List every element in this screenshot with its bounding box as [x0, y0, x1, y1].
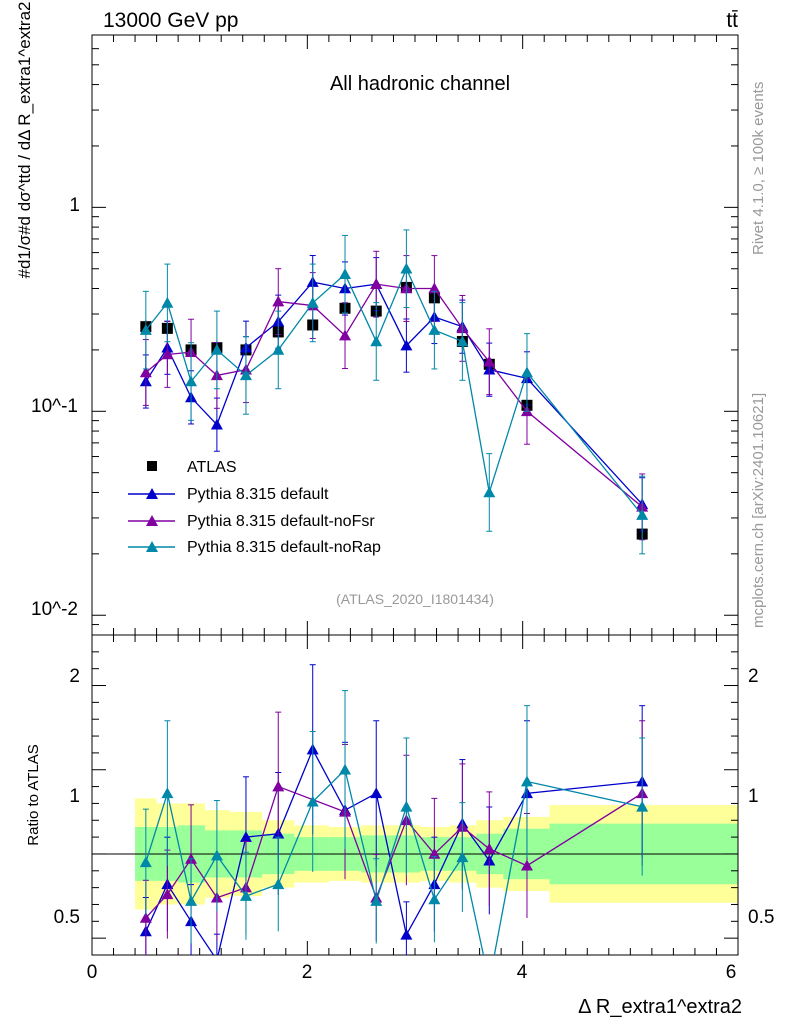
- pythia-8-315-default-norap-point: [239, 369, 252, 381]
- pythia-8-315-default-nofsr-point: [483, 355, 496, 367]
- xtick-label-2: 2: [302, 962, 313, 983]
- pythia-8-315-default-point: [400, 339, 413, 351]
- legend-marker-nofsr: [146, 515, 158, 526]
- pythia-8-315-default-nofsr-ratio-line: [145, 785, 643, 919]
- pythia-8-315-default-norap-ratio-point: [370, 895, 383, 906]
- ratio-ytick-label-left-1: 1: [69, 786, 80, 807]
- pythia-8-315-default-norap-point: [483, 486, 496, 498]
- main-ytick-label-1: 1: [69, 195, 80, 216]
- pythia-8-315-default-nofsr-point: [161, 348, 174, 360]
- legend-marker-default: [146, 488, 158, 499]
- pythia-8-315-default-norap-point: [272, 343, 285, 355]
- pythia-8-315-default-nofsr-point: [139, 366, 152, 378]
- pythia-8-315-default-norap-ratio-point: [306, 795, 319, 807]
- mcplots-label: mcplots.cern.ch [arXiv:2401.10621]: [750, 393, 767, 628]
- pythia-8-315-default-norap-ratio-point: [400, 800, 413, 812]
- rivet-version-label: Rivet 4.1.0, ≥ 100k events: [750, 82, 767, 255]
- pythia-8-315-default-norap-line: [145, 267, 643, 516]
- legend-marker-norap: [146, 541, 158, 552]
- xtick-label-6: 6: [726, 962, 737, 983]
- pythia-8-315-default-norap-ratio-point: [636, 800, 649, 812]
- analysis-id-label: (ATLAS_2020_I1801434): [336, 591, 494, 607]
- pythia-8-315-default-nofsr-point: [339, 329, 352, 341]
- pythia-8-315-default-norap-point: [428, 324, 441, 335]
- xtick-label-0: 0: [87, 962, 98, 983]
- pythia-8-315-default-ratio-point: [370, 787, 383, 799]
- pythia-8-315-default-nofsr-point: [428, 282, 441, 294]
- pythia-8-315-default-norap-ratio-point: [210, 849, 223, 861]
- legend: ATLAS Pythia 8.315 default Pythia 8.315 …: [128, 459, 381, 556]
- main-ylabel: #d1/σ#d dσ^ttd / dΔ R_extra1^extra2: [15, 1, 34, 278]
- pythia-8-315-default-norap-point: [400, 262, 413, 274]
- pythia-8-315-default-norap-ratio-point: [239, 890, 252, 901]
- xlabel: Δ R_extra1^extra2: [578, 996, 742, 1018]
- pythia-8-315-default-norap-point: [185, 375, 198, 387]
- pythia-8-315-default-norap-ratio-point: [428, 893, 441, 905]
- pythia-8-315-default-norap-ratio-point: [272, 878, 285, 890]
- ratio-ytick-label-right-2: 2: [748, 666, 759, 687]
- xtick-label-4: 4: [517, 962, 528, 983]
- pythia-8-315-default-norap-point: [370, 335, 383, 347]
- legend-marker-atlas: [147, 461, 157, 471]
- pythia-8-315-default-norap-point: [210, 343, 223, 355]
- ratio-series-layer: [139, 664, 649, 987]
- pythia-8-315-default-norap-point: [520, 366, 533, 378]
- main-axis-ticks: [91, 34, 739, 636]
- ratio-axis-ticks: [91, 634, 739, 956]
- ratio-ytick-label-left-2: 2: [69, 666, 80, 687]
- legend-label-default: Pythia 8.315 default: [187, 486, 329, 503]
- ratio-ytick-label-right-05: 0.5: [748, 907, 774, 928]
- pythia-8-315-default-norap-point: [636, 509, 649, 520]
- pythia-8-315-default-norap-point: [161, 296, 174, 308]
- legend-label-nofsr: Pythia 8.315 default-noFsr: [187, 513, 375, 530]
- pythia-8-315-default-ratio-point: [216, 954, 218, 955]
- pythia-8-315-default-norap-point: [339, 268, 352, 280]
- pythia-8-315-default-nofsr-ratio-point: [161, 888, 174, 900]
- process-label: tt̄: [726, 9, 738, 32]
- pythia-8-315-default-nofsr-ratio-point: [520, 859, 533, 871]
- pythia-8-315-default-nofsr-ratio-point: [139, 911, 152, 923]
- main-ytick-label-2: 10^-1: [31, 396, 78, 417]
- pythia-8-315-default-norap-ratio-point: [185, 895, 198, 906]
- main-series-layer: [139, 229, 649, 555]
- ratio-ylabel: Ratio to ATLAS: [25, 744, 42, 845]
- ratio-ytick-label-left-05: 0.5: [54, 907, 80, 928]
- legend-label-atlas: ATLAS: [187, 459, 237, 476]
- pythia-8-315-default-norap-ratio-point: [520, 775, 533, 787]
- ratio-ytick-label-right-1: 1: [748, 786, 759, 807]
- pythia-8-315-default-nofsr-point: [272, 295, 285, 307]
- pythia-8-315-default-nofsr-point: [370, 278, 383, 289]
- pythia-8-315-default-ratio-point: [400, 928, 413, 940]
- legend-label-norap: Pythia 8.315 default-noRap: [187, 539, 381, 556]
- energy-label: 13000 GeV pp: [103, 9, 238, 32]
- pythia-8-315-default-norap-ratio-point: [161, 787, 174, 799]
- pythia-8-315-default-nofsr-ratio-point: [272, 780, 285, 792]
- pythia-8-315-default-norap-ratio-point: [483, 976, 495, 987]
- pythia-8-315-default-nofsr-ratio-point: [483, 842, 496, 854]
- main-ytick-label-3: 10^-2: [31, 599, 78, 620]
- pythia-8-315-default-point: [210, 418, 223, 430]
- pythia-8-315-default-norap-point: [139, 324, 152, 335]
- pythia-8-315-default-norap-ratio-point: [456, 851, 469, 863]
- pythia-8-315-default-ratio-point: [239, 831, 252, 842]
- pythia-8-315-default-norap-ratio-point: [339, 763, 352, 775]
- channel-label: All hadronic channel: [330, 73, 510, 95]
- pythia-8-315-default-norap-point: [456, 335, 469, 347]
- pythia-8-315-default-norap-ratio-point: [139, 856, 152, 868]
- pythia-8-315-default-norap-point: [306, 296, 319, 308]
- pythia-8-315-default-nofsr-ratio-point: [428, 847, 441, 859]
